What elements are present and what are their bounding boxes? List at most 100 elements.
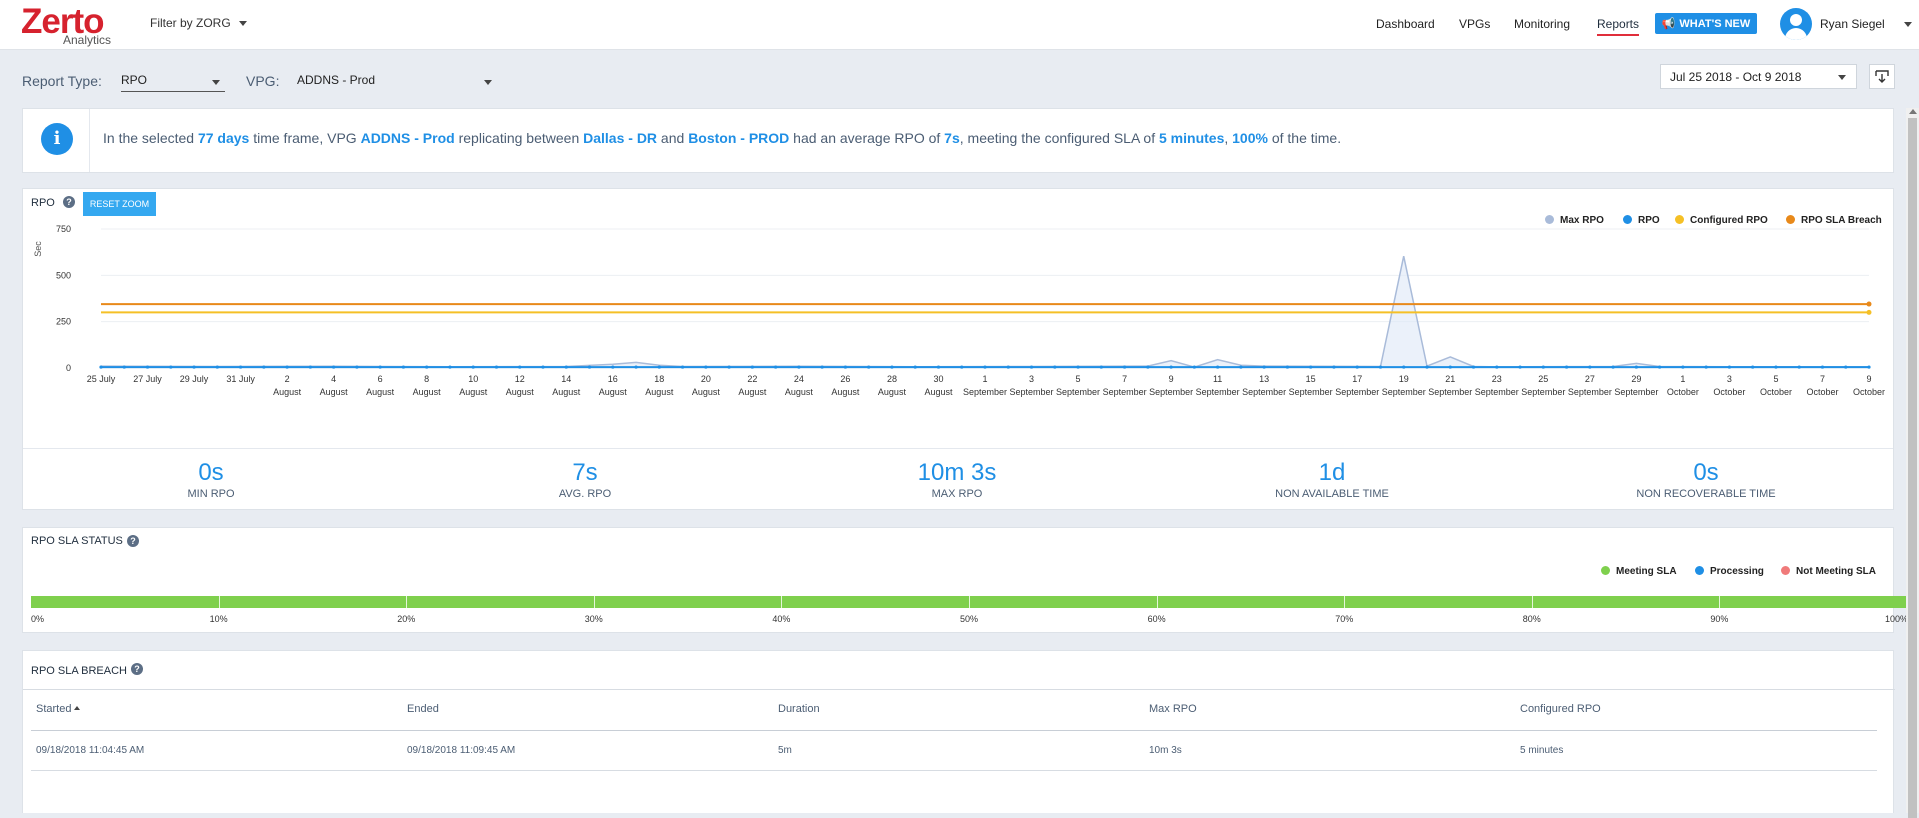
page-scrollbar[interactable]	[1906, 108, 1919, 818]
nav-reports[interactable]: Reports	[1597, 17, 1640, 36]
legend-max-rpo[interactable]: Max RPO	[1545, 215, 1604, 226]
legend-label: RPO	[1638, 215, 1660, 226]
nav-monitoring[interactable]: Monitoring	[1514, 17, 1571, 31]
x-tick-label: 18	[654, 374, 664, 384]
x-tick-label: September	[1428, 387, 1472, 397]
report-type-select[interactable]: RPO	[121, 73, 225, 92]
user-name[interactable]: Ryan Siegel	[1820, 17, 1885, 31]
stat-value: 0s	[198, 459, 224, 486]
scrollbar-thumb[interactable]	[1908, 118, 1917, 818]
x-tick-label: September	[1056, 387, 1100, 397]
sla-tick	[1156, 596, 1158, 608]
legend-processing[interactable]: Processing	[1695, 566, 1764, 577]
avatar-body	[1785, 28, 1807, 40]
x-tick-label: 1	[1680, 374, 1685, 384]
x-tick-label: 8	[424, 374, 429, 384]
rpo-point	[99, 365, 103, 369]
legend-dot	[1545, 215, 1554, 224]
legend-configured-rpo[interactable]: Configured RPO	[1675, 215, 1768, 226]
legend-meeting-sla[interactable]: Meeting SLA	[1601, 566, 1677, 577]
x-tick-label: September	[963, 387, 1007, 397]
help-icon[interactable]: ?	[127, 535, 139, 547]
rpo-line-chart[interactable]: Sec 750 500 250 0 25 July 27 July 29 July 31 Jul…	[23, 209, 1893, 449]
sla-tick-label: 60%	[1147, 614, 1166, 624]
summary-percent: 100%	[1232, 130, 1268, 146]
vpg-select[interactable]: ADDNS - Prod	[297, 73, 497, 91]
x-tick-label: August	[413, 387, 442, 397]
rpo-point	[1564, 365, 1569, 369]
sort-ascending-icon	[74, 706, 81, 710]
x-tick-label: August	[599, 387, 628, 397]
rpo-point	[1425, 365, 1429, 369]
summary-days: 77 days	[197, 130, 250, 146]
x-tick-label: September	[1196, 387, 1240, 397]
stat-non-recoverable-time: 0s NON RECOVERABLE TIME	[1606, 459, 1806, 501]
zerto-logo[interactable]: Zerto Analytics	[21, 2, 116, 47]
x-tick-label: August	[459, 387, 488, 397]
column-header-max-rpo[interactable]: Max RPO	[1149, 703, 1197, 715]
x-tick-label: 31 July	[226, 374, 255, 384]
column-header-duration[interactable]: Duration	[778, 703, 820, 715]
top-bar: Zerto Analytics Filter by ZORG Dashboard…	[0, 0, 1919, 50]
sla-breach-panel: RPO SLA BREACH ? Started Ended Duration …	[22, 650, 1895, 813]
sla-breach-title: RPO SLA BREACH	[31, 665, 127, 677]
legend-rpo-sla-breach[interactable]: RPO SLA Breach	[1786, 215, 1882, 226]
x-tick-label: 17	[1352, 374, 1362, 384]
summary-vpg: ADDNS - Prod	[360, 130, 455, 146]
divider	[23, 689, 1895, 690]
rpo-point	[1611, 365, 1615, 369]
help-icon[interactable]: ?	[131, 663, 143, 675]
stat-non-available-time: 1d NON AVAILABLE TIME	[1232, 459, 1432, 501]
legend-dot	[1781, 566, 1790, 575]
reset-zoom-button[interactable]: RESET ZOOM	[83, 192, 156, 216]
x-tick-label: September	[1289, 387, 1333, 397]
rpo-point	[332, 365, 336, 369]
rpo-point	[1355, 365, 1359, 369]
divider	[89, 109, 90, 172]
rpo-point	[1216, 365, 1220, 369]
scroll-up-arrow-icon[interactable]	[1909, 109, 1917, 114]
rpo-point	[471, 365, 475, 369]
date-range-picker[interactable]: Jul 25 2018 - Oct 9 2018	[1660, 64, 1857, 89]
rpo-point	[1471, 365, 1476, 369]
rpo-point	[1681, 365, 1685, 369]
whats-new-button[interactable]: 📢 WHAT'S NEW	[1655, 13, 1757, 34]
sla-status-bar[interactable]	[31, 596, 1907, 608]
nav-dashboard[interactable]: Dashboard	[1376, 17, 1435, 31]
rpo-point	[960, 365, 964, 369]
column-header-configured-rpo[interactable]: Configured RPO	[1520, 703, 1601, 715]
filter-dropdown[interactable]: Filter by ZORG	[150, 16, 247, 30]
sla-tick	[1531, 596, 1533, 608]
sla-status-panel: RPO SLA STATUS ? Meeting SLA Processing …	[22, 527, 1908, 633]
export-button[interactable]	[1869, 64, 1895, 89]
nav-vpgs[interactable]: VPGs	[1459, 17, 1491, 31]
rpo-point	[494, 365, 499, 369]
vpg-value: ADDNS - Prod	[297, 73, 376, 87]
whats-new-label: WHAT'S NEW	[1679, 17, 1751, 30]
rpo-point	[1309, 365, 1313, 369]
x-tick-label: 7	[1122, 374, 1127, 384]
x-tick-label: 25	[1538, 374, 1548, 384]
user-avatar-icon[interactable]	[1780, 8, 1812, 40]
cell-max-rpo: 10m 3s	[1149, 745, 1182, 756]
x-tick-label: August	[692, 387, 721, 397]
divider	[23, 448, 1893, 449]
legend-rpo[interactable]: RPO	[1623, 215, 1660, 226]
rpo-point	[936, 365, 941, 369]
legend-dot	[1695, 566, 1704, 575]
legend-not-meeting-sla[interactable]: Not Meeting SLA	[1781, 566, 1876, 577]
rpo-point	[1378, 365, 1383, 369]
x-tick-label: August	[320, 387, 349, 397]
x-tick-label: 5	[1773, 374, 1778, 384]
column-header-ended[interactable]: Ended	[407, 703, 439, 715]
x-tick-label: August	[738, 387, 767, 397]
sla-tick	[1344, 596, 1346, 608]
rpo-point	[913, 365, 917, 369]
rpo-point	[1332, 365, 1336, 369]
date-range-value: Jul 25 2018 - Oct 9 2018	[1670, 70, 1802, 84]
help-icon[interactable]: ?	[63, 196, 75, 208]
column-header-started[interactable]: Started	[36, 703, 81, 715]
user-menu-chevron-icon[interactable]	[1904, 22, 1912, 27]
sla-tick-label: 10%	[209, 614, 228, 624]
summary-text-part: In the selected	[103, 130, 198, 146]
